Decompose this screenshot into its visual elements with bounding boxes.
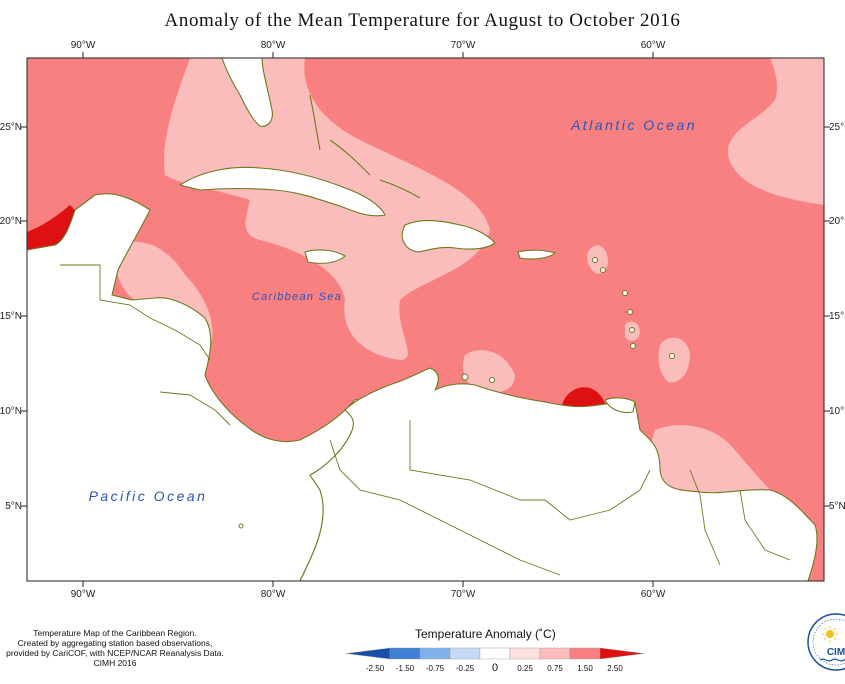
lon-tick-bottom-80w: 80°W bbox=[261, 589, 286, 600]
island-marker bbox=[600, 267, 606, 273]
logo-text: CIM bbox=[827, 647, 845, 658]
island-marker bbox=[669, 353, 675, 359]
land-hispaniola bbox=[401, 219, 496, 253]
colorbar-segment bbox=[419, 647, 451, 660]
credit-line: Temperature Map of the Caribbean Region. bbox=[33, 628, 197, 638]
lat-tick-right-25n: 25°N bbox=[829, 122, 845, 133]
lat-tick-right-10n: 10°N bbox=[829, 406, 845, 417]
colorbar-segment bbox=[449, 647, 481, 660]
caribbean-sea-label: Caribbean Sea bbox=[252, 291, 342, 303]
map-credits: Temperature Map of the Caribbean Region.… bbox=[0, 628, 230, 668]
country-border bbox=[159, 391, 231, 426]
island-marker bbox=[627, 309, 633, 315]
map-title: Anomaly of the Mean Temperature for Augu… bbox=[164, 10, 681, 31]
lon-tick-top-60w: 60°W bbox=[641, 40, 666, 51]
wave-icon bbox=[819, 658, 845, 662]
colorbar-tick-label: -1.50 bbox=[396, 664, 415, 673]
land-puerto-rico bbox=[517, 249, 556, 260]
island-marker bbox=[629, 327, 635, 333]
lat-tick-left-5n: 5°N bbox=[5, 501, 22, 512]
credit-line: provided by CariCOF, with NCEP/NCAR Rean… bbox=[6, 648, 224, 658]
country-border bbox=[329, 439, 561, 576]
lon-tick-top-80w: 80°W bbox=[261, 40, 286, 51]
colorbar-tick-label: 2.50 bbox=[607, 664, 623, 673]
lon-tick-bottom-90w: 90°W bbox=[71, 589, 96, 600]
land-florida bbox=[221, 58, 273, 127]
anomaly-zone-light bbox=[463, 350, 515, 394]
anomaly-zone-light bbox=[658, 337, 690, 383]
cimh-logo: CIM bbox=[807, 613, 845, 671]
legend-title: Temperature Anomaly (˚C) bbox=[415, 627, 556, 641]
lon-tick-bottom-70w: 70°W bbox=[451, 589, 476, 600]
lat-tick-left-10n: 10°N bbox=[0, 406, 22, 417]
lon-tick-bottom-60w: 60°W bbox=[641, 589, 666, 600]
lon-tick-top-70w: 70°W bbox=[451, 40, 476, 51]
atlantic-ocean-label: Atlantic Ocean bbox=[570, 117, 697, 133]
island-marker bbox=[238, 523, 244, 529]
land-jamaica bbox=[304, 249, 346, 264]
colorbar-tick-label: 0 bbox=[492, 662, 498, 674]
lon-tick-top-90w: 90°W bbox=[71, 40, 96, 51]
sun-icon bbox=[822, 626, 838, 642]
colorbar-tick-label: 0.25 bbox=[517, 664, 533, 673]
island-marker bbox=[461, 373, 469, 381]
island-marker bbox=[622, 290, 628, 296]
colorbar-tick-label: 1.50 bbox=[577, 664, 593, 673]
island-marker bbox=[489, 377, 495, 383]
country-border bbox=[409, 420, 651, 521]
colorbar-tick-label: 0.75 bbox=[547, 664, 563, 673]
colorbar-tick-label: -0.25 bbox=[456, 664, 475, 673]
anomaly-zone-light bbox=[164, 58, 491, 360]
credit-line: Created by aggregating station based obs… bbox=[17, 638, 213, 648]
colorbar-segment bbox=[479, 647, 511, 660]
country-border bbox=[60, 264, 211, 361]
colorbar-segment bbox=[569, 647, 601, 660]
colorbar-segment bbox=[345, 647, 391, 660]
colorbar-segment bbox=[539, 647, 571, 660]
land-cuba bbox=[179, 166, 386, 217]
lat-tick-right-15n: 15°N bbox=[829, 311, 845, 322]
anomaly-zone-strong bbox=[562, 387, 606, 408]
anomaly-zone-strong bbox=[27, 205, 75, 250]
island-marker bbox=[630, 343, 636, 349]
lat-tick-left-25n: 25°N bbox=[0, 122, 22, 133]
colorbar-segment bbox=[509, 647, 541, 660]
credit-line: CIMH 2016 bbox=[93, 658, 137, 668]
colorbar-tick-label: -0.75 bbox=[426, 664, 445, 673]
land-trinidad bbox=[604, 397, 636, 414]
land-bahamas bbox=[309, 94, 421, 199]
anomaly-zone-light bbox=[727, 58, 824, 205]
lat-tick-right-5n: 5°N bbox=[829, 501, 845, 512]
map-border bbox=[26, 57, 825, 582]
land-south-america bbox=[299, 367, 818, 581]
lat-tick-left-15n: 15°N bbox=[0, 311, 22, 322]
country-border bbox=[689, 469, 791, 566]
colorbar-tick-label: -2.50 bbox=[366, 664, 385, 673]
colorbar-segment bbox=[599, 647, 645, 660]
pacific-ocean-label: Pacific Ocean bbox=[89, 488, 208, 504]
colorbar-legend: -2.50 -1.50 -0.75 -0.25 0 0.25 0.75 1.50 2.50 bbox=[345, 647, 645, 674]
colorbar-segment bbox=[389, 647, 421, 660]
lat-tick-left-20n: 20°N bbox=[0, 216, 22, 227]
island-marker bbox=[592, 257, 598, 263]
lat-tick-right-20n: 20°N bbox=[829, 216, 845, 227]
temperature-anomaly-map: 90°W 80°W 70°W 60°W 90°W 80°W 70°W 60°W … bbox=[0, 40, 845, 600]
